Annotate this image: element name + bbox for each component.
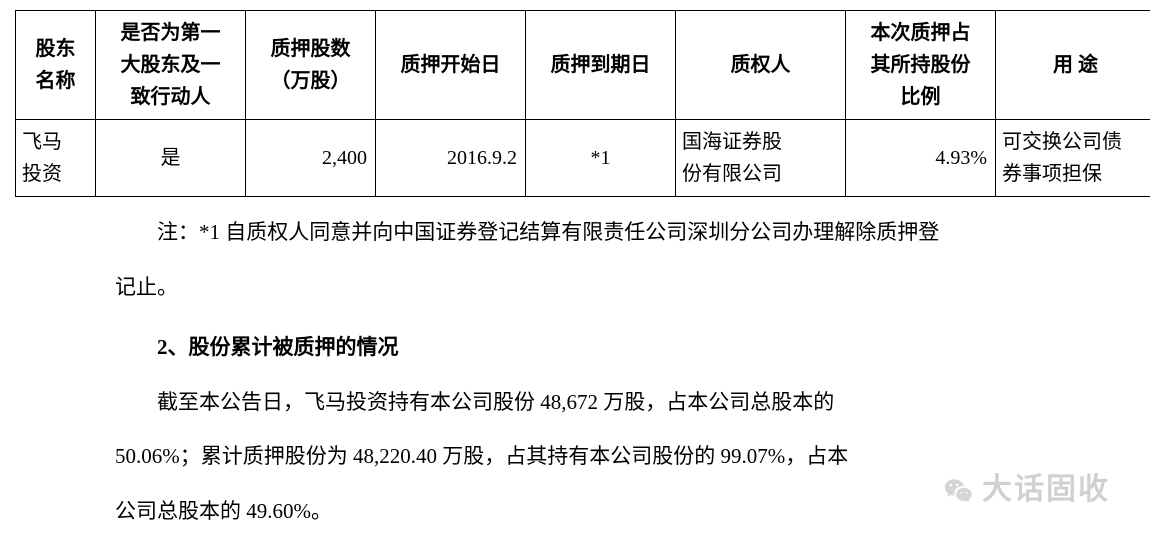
cell-shareholder: 飞马投资 bbox=[16, 120, 96, 197]
cell-shares: 2,400 bbox=[246, 120, 376, 197]
section2-title: 2、股份累计被质押的情况 bbox=[15, 320, 1135, 375]
cell-start-date: 2016.9.2 bbox=[376, 120, 526, 197]
cell-end-date: *1 bbox=[526, 120, 676, 197]
col-purpose: 用 途 bbox=[996, 11, 1150, 120]
footnote-line1: 注：*1 自质权人同意并向中国证券登记结算有限责任公司深圳分公司办理解除质押登 bbox=[15, 205, 1135, 260]
footnote-line2: 记止。 bbox=[15, 260, 1135, 315]
col-shares: 质押股数（万股） bbox=[246, 11, 376, 120]
cell-is-first: 是 bbox=[96, 120, 246, 197]
col-shareholder: 股东名称 bbox=[16, 11, 96, 120]
col-pledgee: 质权人 bbox=[676, 11, 846, 120]
section2-p1c: 公司总股本的 49.60%。 bbox=[15, 484, 1135, 539]
col-is-first: 是否为第一大股东及一致行动人 bbox=[96, 11, 246, 120]
pledge-table: 股东名称 是否为第一大股东及一致行动人 质押股数（万股） 质押开始日 质押到期日… bbox=[15, 10, 1150, 197]
col-end-date: 质押到期日 bbox=[526, 11, 676, 120]
table-header-row: 股东名称 是否为第一大股东及一致行动人 质押股数（万股） 质押开始日 质押到期日… bbox=[16, 11, 1150, 120]
section2-p1a: 截至本公告日，飞马投资持有本公司股份 48,672 万股，占本公司总股本的 bbox=[15, 375, 1135, 430]
table-row: 飞马投资 是 2,400 2016.9.2 *1 国海证券股份有限公司 4.93… bbox=[16, 120, 1150, 197]
cell-purpose: 可交换公司债券事项担保 bbox=[996, 120, 1150, 197]
col-ratio: 本次质押占其所持股份比例 bbox=[846, 11, 996, 120]
cell-pledgee: 国海证券股份有限公司 bbox=[676, 120, 846, 197]
section2-p1b: 50.06%；累计质押股份为 48,220.40 万股，占其持有本公司股份的 9… bbox=[15, 429, 1135, 484]
cell-ratio: 4.93% bbox=[846, 120, 996, 197]
col-start-date: 质押开始日 bbox=[376, 11, 526, 120]
